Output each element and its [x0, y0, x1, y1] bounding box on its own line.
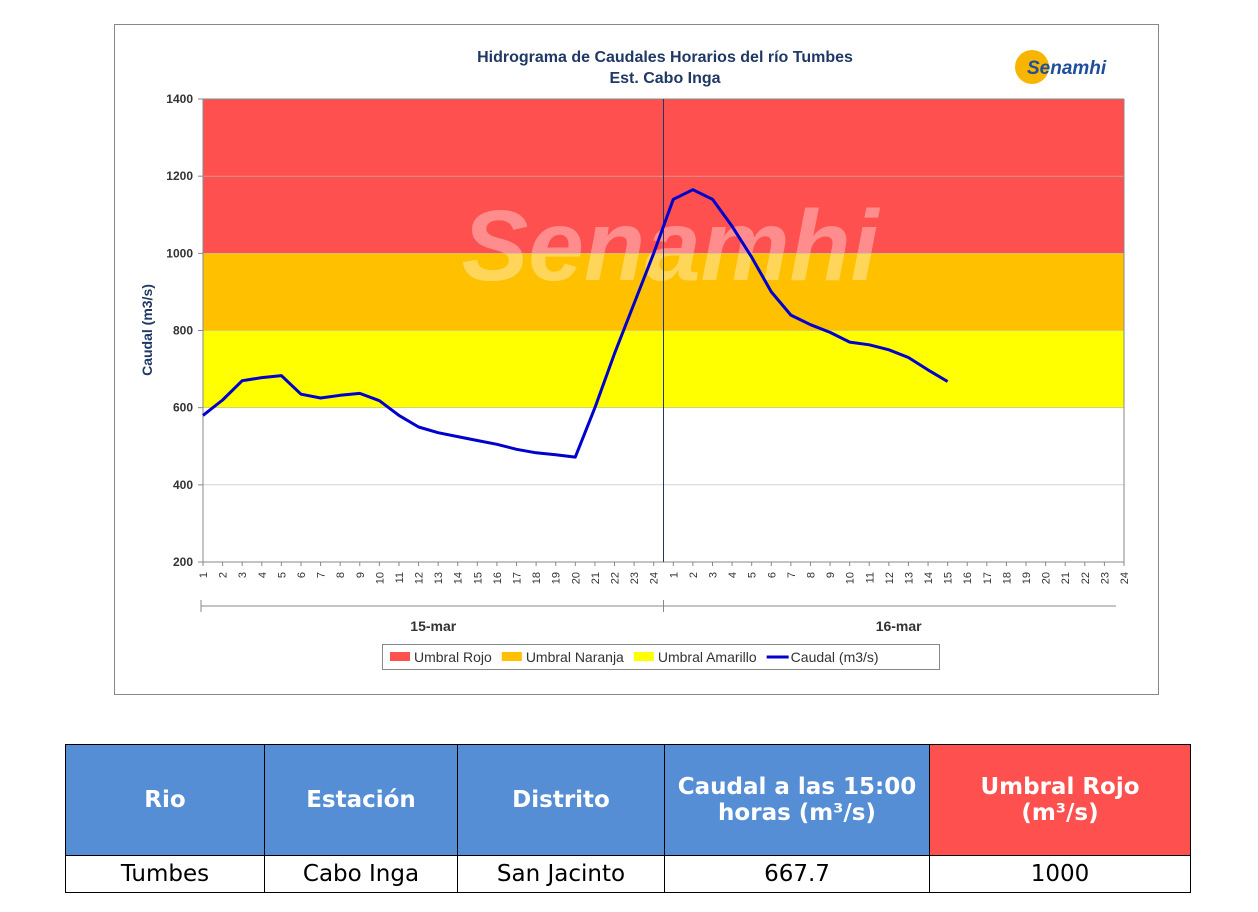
legend-box: [382, 644, 940, 670]
x-tick-label: 7: [316, 572, 328, 578]
x-tick-label: 1: [198, 572, 210, 578]
x-tick-label: 10: [374, 572, 386, 584]
x-tick-label: 14: [453, 572, 465, 584]
x-tick-label: 7: [786, 572, 798, 578]
x-tick-label: 22: [1080, 572, 1092, 584]
x-tick-label: 5: [747, 572, 759, 578]
x-tick-label: 1: [668, 572, 680, 578]
y-tick-label: 1200: [166, 169, 193, 183]
x-tick-label: 21: [1060, 572, 1072, 584]
legend-swatch: [390, 652, 410, 661]
x-tick-label: 5: [276, 572, 288, 578]
cell: Tumbes: [65, 855, 265, 893]
x-tick-label: 12: [414, 572, 426, 584]
x-tick-label: 19: [551, 572, 563, 584]
x-tick-label: 17: [512, 572, 524, 584]
x-tick-label: 17: [982, 572, 994, 584]
x-tick-label: 20: [1041, 572, 1053, 584]
y-axis-label: Caudal (m3/s): [139, 284, 155, 376]
group-label: 16-mar: [876, 618, 922, 634]
x-tick-label: 13: [433, 572, 445, 584]
y-tick-label: 800: [173, 324, 193, 338]
x-tick-label: 16: [962, 572, 974, 584]
logo: Senamhi: [1015, 50, 1107, 84]
y-tick-label: 400: [173, 478, 193, 492]
x-tick-label: 19: [1021, 572, 1033, 584]
chart: Hidrograma de Caudales Horarios del río …: [114, 24, 1159, 695]
header-cell: Estación: [264, 744, 458, 856]
y-tick-label: 1000: [166, 246, 193, 260]
cell: San Jacinto: [457, 855, 665, 893]
header-cell: Caudal a las 15:00 horas (m³/s): [664, 744, 930, 856]
x-tick-label: 15: [472, 572, 484, 584]
cell: 1000: [929, 855, 1191, 893]
legend-label: Umbral Naranja: [526, 649, 624, 665]
table-row: Tumbes Cabo Inga San Jacinto 667.7 1000: [65, 855, 1191, 893]
x-tick-label: 24: [649, 572, 661, 584]
x-tick-label: 3: [707, 572, 719, 578]
x-tick-label: 24: [1119, 572, 1131, 584]
x-tick-label: 23: [629, 572, 641, 584]
x-tick-label: 6: [766, 572, 778, 578]
legend: Umbral Rojo Umbral Naranja Umbral Amarillo…: [382, 644, 940, 670]
x-tick-label: 21: [590, 572, 602, 584]
group-label: 15-mar: [410, 618, 456, 634]
x-tick-label: 18: [1001, 572, 1013, 584]
x-tick-label: 14: [923, 572, 935, 584]
x-tick-label: 13: [903, 572, 915, 584]
legend-swatch: [633, 652, 654, 661]
y-tick-label: 600: [173, 401, 193, 415]
legend-label: Caudal (m3/s): [791, 649, 879, 665]
chart-subtitle: Est. Cabo Inga: [609, 70, 720, 87]
x-tick-label: 9: [825, 572, 837, 578]
x-tick-label: 11: [394, 572, 406, 583]
y-tick-label: 1400: [166, 92, 193, 106]
logo-sun: [1015, 50, 1049, 84]
table-header: Rio Estación Distrito Caudal a las 15:00…: [65, 744, 1191, 856]
header-cell: Umbral Rojo (m³/s): [929, 744, 1191, 856]
header-cell: Distrito: [457, 744, 665, 856]
logo-text: Senamhi: [1027, 58, 1107, 79]
cell: Cabo Inga: [264, 855, 458, 893]
x-tick-label: 11: [864, 572, 876, 583]
legend-swatch: [501, 652, 522, 661]
x-tick-label: 4: [727, 572, 739, 578]
cell: 667.7: [664, 855, 930, 893]
x-tick-label: 12: [884, 572, 896, 584]
x-tick-label: 23: [1099, 572, 1111, 584]
x-tick-label: 18: [531, 572, 543, 584]
x-tick-label: 10: [845, 572, 857, 584]
data-table: Rio Estación Distrito Caudal a las 15:00…: [65, 744, 1191, 893]
y-tick-label: 200: [173, 555, 193, 569]
x-tick-label: 16: [492, 572, 504, 584]
x-tick-label: 3: [237, 572, 249, 578]
x-tick-label: 8: [335, 572, 347, 578]
chart-title: Hidrograma de Caudales Horarios del río …: [477, 49, 853, 66]
x-tick-label: 6: [296, 572, 308, 578]
header-cell: Rio: [65, 744, 265, 856]
line-series: [202, 188, 949, 459]
x-tick-label: 2: [218, 572, 230, 578]
legend-label: Umbral Rojo: [414, 649, 492, 665]
x-tick-label: 22: [610, 572, 622, 584]
x-tick-label: 20: [570, 572, 582, 584]
x-tick-label: 4: [257, 572, 269, 578]
x-tick-label: 8: [805, 572, 817, 578]
legend-label: Umbral Amarillo: [658, 649, 757, 665]
x-tick-label: 9: [355, 572, 367, 578]
x-tick-label: 15: [943, 572, 955, 584]
x-tick-label: 2: [688, 572, 700, 578]
